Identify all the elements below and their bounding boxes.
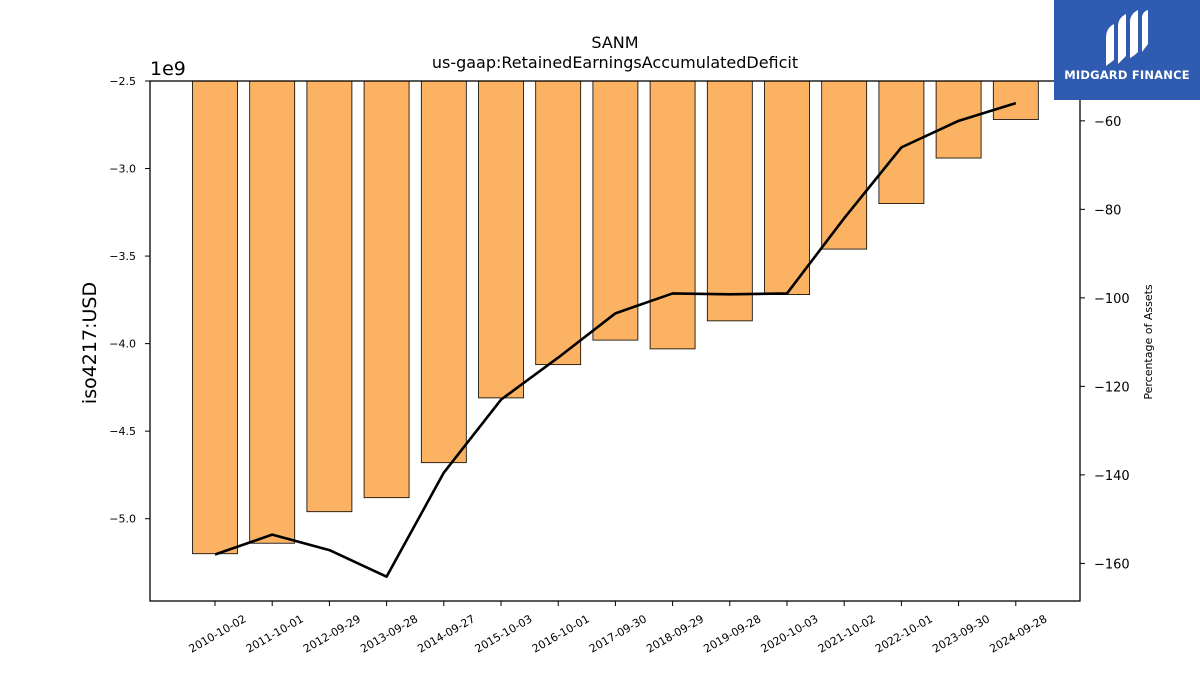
y2-tick-label: −60 (1094, 115, 1121, 130)
x-tick-label: 2022-10-01 (873, 612, 935, 655)
bar (249, 80, 296, 544)
x-tick-label: 2024-09-28 (987, 612, 1049, 655)
bar (992, 80, 1039, 120)
x-tick-label: 2021-10-02 (816, 612, 878, 655)
bar (764, 80, 810, 296)
y2-axis-label: Percentage of Assets (1142, 284, 1155, 400)
y-tick-label: −5.0 (109, 513, 136, 526)
chart-title: SANM (591, 33, 638, 52)
y-axis-label: iso4217:USD (79, 282, 101, 404)
x-tick-label: 2023-09-30 (930, 612, 992, 655)
x-tick-label: 2015-10-03 (473, 612, 535, 655)
x-tick-label: 2017-09-30 (587, 612, 649, 655)
bar (649, 80, 696, 350)
y-tick-label: −3.5 (109, 250, 136, 263)
y2-tick-label: −80 (1094, 203, 1121, 218)
bar (878, 80, 925, 204)
bar (535, 80, 582, 366)
x-tick-label: 2010-10-02 (187, 612, 249, 655)
y-axis-offset-label: 1e9 (150, 58, 186, 80)
y2-tick-label: −120 (1094, 380, 1130, 395)
x-tick-label: 2013-09-28 (358, 612, 420, 655)
chart-subtitle: us-gaap:RetainedEarningsAccumulatedDefic… (432, 53, 798, 72)
bar (821, 80, 868, 250)
percentage-line (214, 101, 1017, 578)
y-tick-label: −4.5 (109, 425, 136, 438)
y2-tick-label: −160 (1094, 557, 1130, 572)
x-tick-label: 2016-10-01 (530, 612, 592, 655)
y2-tick-label: −140 (1094, 469, 1130, 484)
y-tick-label: −4.0 (109, 338, 136, 351)
x-tick-label: 2012-09-29 (301, 612, 363, 655)
y2-tick-label: −100 (1094, 292, 1130, 307)
bar (706, 80, 753, 322)
bar (592, 80, 639, 341)
bar (478, 80, 524, 399)
midgard-logo-icon (1106, 10, 1148, 66)
x-tick-label: 2020-10-03 (759, 612, 821, 655)
logo-text: MIDGARD FINANCE (1064, 68, 1190, 82)
bar (420, 80, 467, 464)
logo: MIDGARD FINANCE (1054, 0, 1200, 100)
x-tick-label: 2019-09-28 (701, 612, 763, 655)
line-series (214, 101, 1017, 578)
y-tick-label: −2.5 (109, 75, 136, 88)
bar (306, 80, 353, 513)
x-tick-label: 2011-10-01 (244, 612, 306, 655)
x-tick-label: 2018-09-29 (644, 612, 706, 655)
bar-series (192, 80, 1039, 555)
y-tick-label: −3.0 (109, 163, 136, 176)
bar (192, 80, 238, 555)
bar (363, 80, 410, 499)
x-tick-label: 2014-09-27 (415, 612, 477, 655)
